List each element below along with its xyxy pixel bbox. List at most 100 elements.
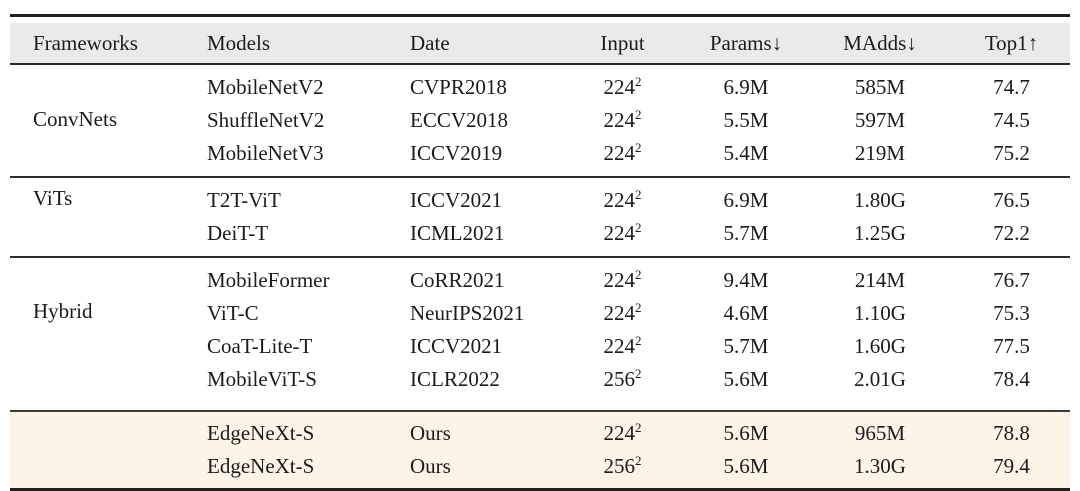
params-cell: 5.6M — [685, 450, 807, 488]
input-resolution: 224 — [603, 268, 636, 292]
model-cell: T2T-ViT — [188, 176, 400, 217]
date-cell: ICCV2021 — [400, 176, 560, 217]
input-cell: 2242 — [560, 176, 685, 217]
group-vits: ViTs T2T-ViT ICCV2021 2242 6.9M 1.80G 76.5 DeiT… — [10, 176, 1070, 257]
top1-cell: 75.3 — [993, 301, 1030, 325]
table-row: ShuffleNetV2 ECCV2018 2242 5.5M 597M 74.5 — [10, 104, 1070, 137]
input-resolution: 224 — [603, 141, 636, 165]
results-table-container: Frameworks Models Date Input Params↓ MAd… — [10, 14, 1070, 491]
madds-cell: 1.10G — [854, 301, 906, 325]
col-header-date: Date — [400, 17, 560, 65]
madds-cell: 2.01G — [854, 367, 906, 391]
date-cell: NeurIPS2021 — [410, 301, 525, 325]
table-row: DeiT-T ICML2021 2242 5.7M 1.25G 72.2 — [10, 217, 1070, 257]
table-row: EdgeNeXt-S Ours 2242 5.6M 965M 78.8 — [10, 410, 1070, 488]
input-exponent: 2 — [635, 420, 642, 435]
top1-cell: 76.7 — [953, 256, 1070, 297]
model-cell: EdgeNeXt-S — [188, 410, 400, 450]
date-cell: Ours — [400, 410, 560, 450]
params-cell: 9.4M — [685, 256, 807, 297]
madds-cell: 1.30G — [807, 450, 953, 488]
input-cell: 2242 — [560, 256, 685, 297]
model-cell: ShuffleNetV2 — [207, 108, 325, 132]
input-resolution: 224 — [603, 301, 636, 325]
params-cell: 4.6M — [723, 301, 769, 325]
top1-cell: 74.5 — [993, 108, 1030, 132]
input-exponent: 2 — [635, 453, 642, 468]
params-cell: 6.9M — [723, 75, 769, 99]
input-cell: 2562 — [560, 450, 685, 488]
input-cell: 2242 — [560, 137, 685, 177]
table-row: MobileNetV3 ICCV2019 2242 5.4M 219M 75.2 — [10, 137, 1070, 177]
table-row: MobileViT-S ICLR2022 2562 5.6M 2.01G 78.4 — [10, 363, 1070, 411]
framework-cell — [10, 410, 188, 488]
input-resolution: 224 — [603, 221, 636, 245]
madds-cell: 585M — [854, 75, 906, 99]
model-cell: MobileNetV3 — [207, 141, 324, 165]
model-cell: ViT-C — [207, 301, 259, 325]
group-hybrid: Hybrid MobileFormer CoRR2021 2242 9.4M 214M 76… — [10, 256, 1070, 411]
model-cell: EdgeNeXt-S — [188, 450, 400, 488]
col-header-models: Models — [188, 17, 400, 65]
input-resolution: 224 — [603, 421, 636, 445]
input-cell: 2242 — [560, 104, 685, 137]
col-header-params: Params↓ — [685, 17, 807, 65]
table-header: Frameworks Models Date Input Params↓ MAd… — [10, 17, 1070, 65]
table-row: Hybrid MobileFormer CoRR2021 2242 9.4M 214M 76… — [10, 256, 1070, 411]
top1-cell: 72.2 — [993, 221, 1030, 245]
input-exponent: 2 — [635, 74, 642, 89]
date-cell: ICML2021 — [410, 221, 505, 245]
madds-cell: 965M — [807, 410, 953, 450]
input-resolution: 224 — [603, 108, 636, 132]
date-cell: CVPR2018 — [410, 75, 507, 99]
group-convnets: ConvNets MobileNetV2 CVPR2018 2242 6.9M 585M 7… — [10, 64, 1070, 177]
framework-cell: ConvNets — [33, 107, 117, 131]
input-exponent: 2 — [635, 300, 642, 315]
input-cell: 2242 — [560, 217, 685, 257]
input-exponent: 2 — [635, 267, 642, 282]
madds-cell: 1.25G — [854, 221, 906, 245]
input-resolution: 224 — [603, 334, 636, 358]
top1-cell: 79.4 — [953, 450, 1070, 488]
input-exponent: 2 — [635, 220, 642, 235]
date-cell: ICCV2021 — [410, 334, 503, 358]
top1-cell: 77.5 — [993, 334, 1030, 358]
top1-cell: 74.7 — [993, 75, 1030, 99]
params-cell: 5.6M — [685, 410, 807, 450]
model-cell: CoaT-Lite-T — [207, 334, 313, 358]
madds-cell: 1.80G — [807, 176, 953, 217]
model-cell: DeiT-T — [207, 221, 269, 245]
table-row: ConvNets MobileNetV2 CVPR2018 2242 6.9M 585M 7… — [10, 64, 1070, 131]
input-resolution: 224 — [603, 75, 636, 99]
col-header-top1: Top1↑ — [953, 17, 1070, 65]
params-cell: 5.7M — [723, 221, 769, 245]
params-cell: 5.5M — [723, 108, 769, 132]
input-resolution: 256 — [603, 367, 636, 391]
input-cell: 2242 — [560, 330, 685, 363]
madds-cell: 214M — [807, 256, 953, 297]
top1-cell: 78.4 — [993, 367, 1030, 391]
input-exponent: 2 — [635, 366, 642, 381]
params-cell: 5.7M — [723, 334, 769, 358]
framework-cell: Hybrid — [10, 256, 188, 411]
table-row: ViT-C NeurIPS2021 2242 4.6M 1.10G 75.3 — [10, 297, 1070, 330]
madds-cell: 219M — [854, 141, 906, 165]
date-cell: CoRR2021 — [400, 256, 560, 297]
params-cell: 5.4M — [723, 141, 769, 165]
date-cell: ICCV2019 — [410, 141, 503, 165]
col-header-input: Input — [560, 17, 685, 65]
input-cell: 2562 — [560, 363, 685, 411]
model-cell: MobileFormer — [188, 256, 400, 297]
group-ours: EdgeNeXt-S Ours 2242 5.6M 965M 78.8 EdgeNeXt-S… — [10, 410, 1070, 488]
top1-cell: 75.2 — [993, 141, 1030, 165]
model-cell: MobileNetV2 — [207, 75, 324, 99]
date-cell: Ours — [400, 450, 560, 488]
madds-cell: 597M — [854, 108, 906, 132]
params-cell: 6.9M — [685, 176, 807, 217]
input-resolution: 224 — [603, 188, 636, 212]
col-header-madds: MAdds↓ — [807, 17, 953, 65]
results-table: Frameworks Models Date Input Params↓ MAd… — [10, 17, 1070, 488]
params-cell: 5.6M — [723, 367, 769, 391]
model-cell: MobileViT-S — [207, 367, 317, 391]
table-row: EdgeNeXt-S Ours 2562 5.6M 1.30G 79.4 — [10, 450, 1070, 488]
